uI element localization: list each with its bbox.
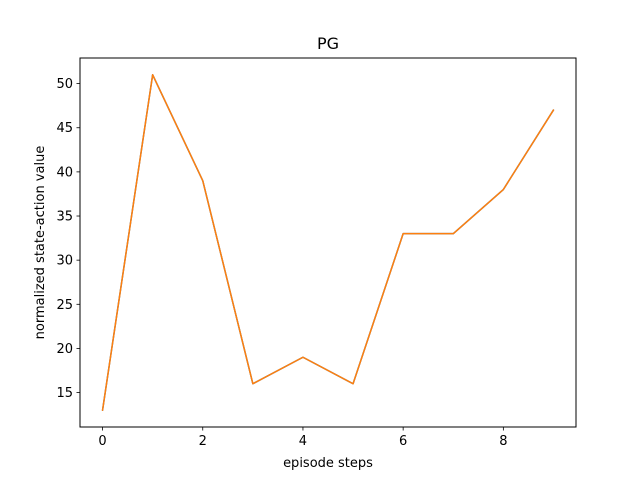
- y-tick-label: 15: [56, 386, 73, 401]
- y-tick-label: 50: [56, 77, 73, 92]
- y-tick-label: 30: [56, 254, 73, 269]
- y-tick-label: 25: [56, 298, 73, 313]
- x-tick-label: 4: [299, 434, 307, 449]
- x-tick-label: 8: [499, 434, 507, 449]
- x-tick-label: 2: [199, 434, 207, 449]
- axis-ticks: 0 2 4 6 8 15 20 25 30 35 40 45 50: [56, 77, 507, 449]
- x-tick-label: 0: [98, 434, 106, 449]
- plot-area: [101, 74, 555, 411]
- y-tick-label: 20: [56, 342, 73, 357]
- x-tick-label: 6: [399, 434, 407, 449]
- y-tick-label: 35: [56, 210, 73, 225]
- y-tick-label: 40: [56, 165, 73, 180]
- axes-frame: [79, 57, 577, 428]
- series-line-2: [101, 74, 555, 411]
- x-axis-label: episode steps: [283, 456, 373, 471]
- y-axis-label: normalized state-action value: [33, 146, 48, 340]
- chart-title: PG: [317, 34, 339, 53]
- y-tick-label: 45: [56, 121, 73, 136]
